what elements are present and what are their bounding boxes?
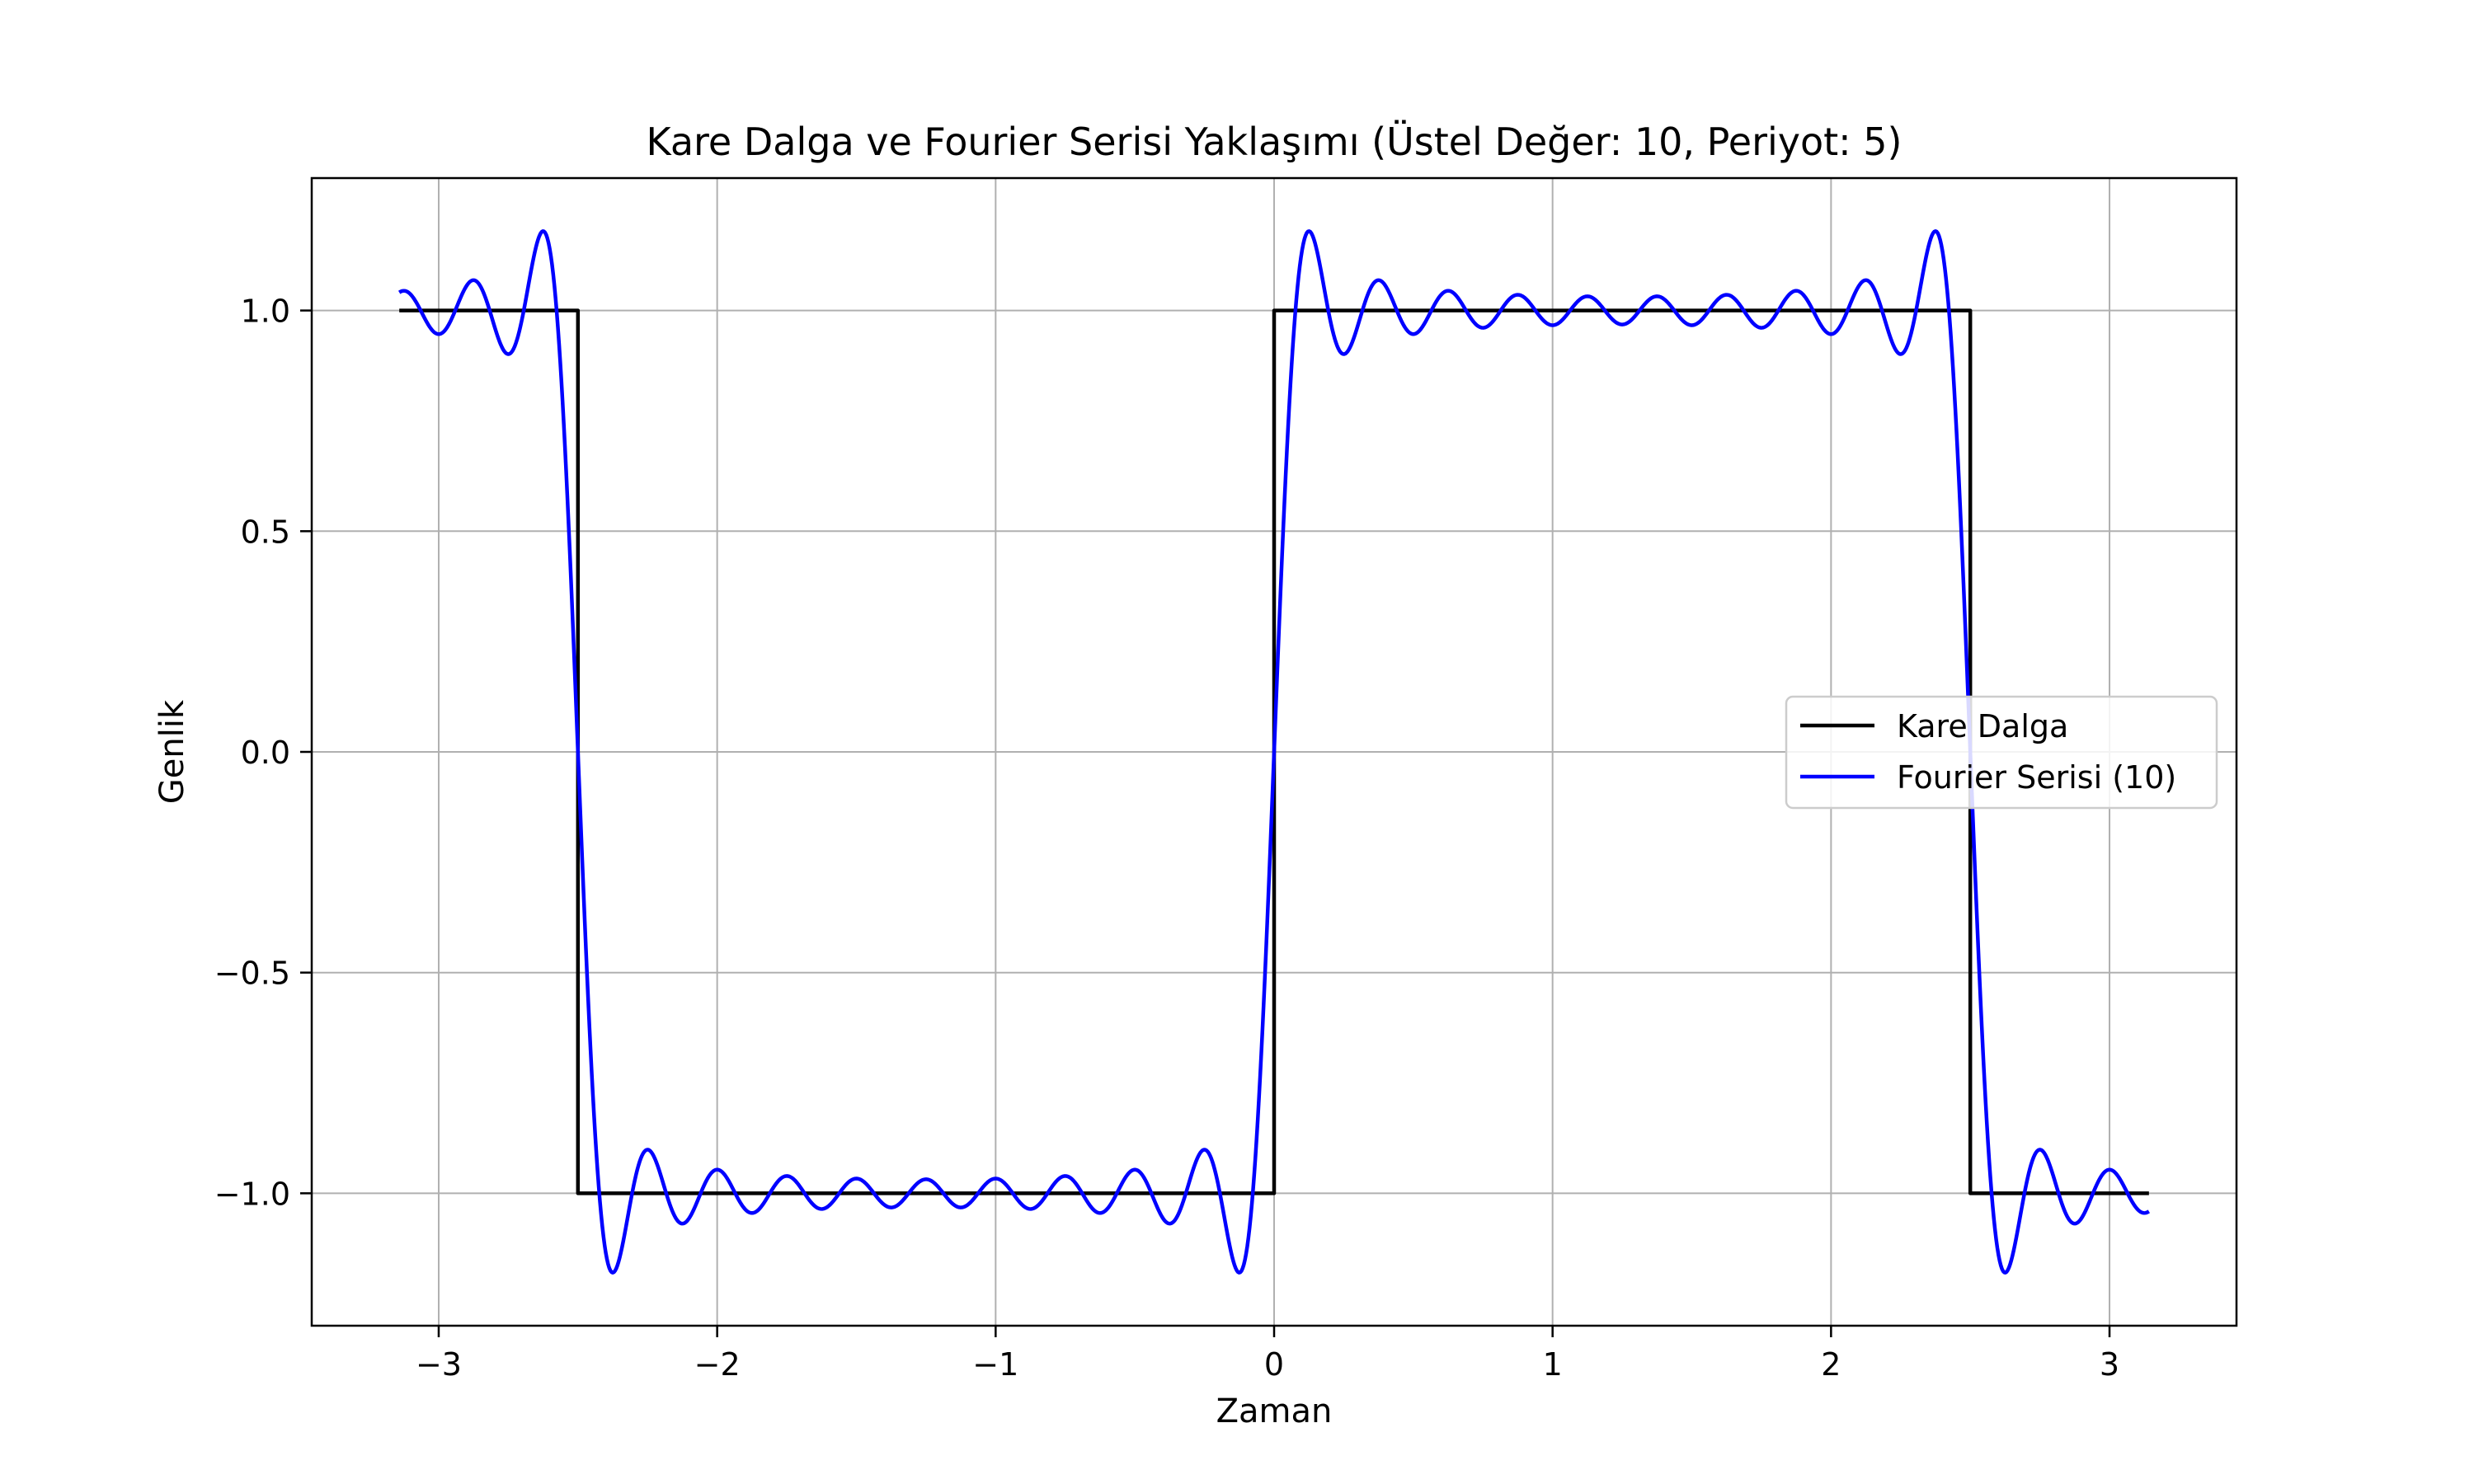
legend-box <box>1785 695 2218 810</box>
y-tick-label: −0.5 <box>214 956 290 992</box>
x-tick-label: −1 <box>972 1346 1018 1383</box>
x-tick-label: 3 <box>2100 1346 2119 1383</box>
x-tick-label: 1 <box>1543 1346 1563 1383</box>
x-tick-label: 0 <box>1264 1346 1284 1383</box>
y-tick-label: 0.0 <box>241 735 290 771</box>
series-line-fourier-serisi <box>397 229 2151 1275</box>
y-tick-label: 0.5 <box>241 514 290 550</box>
ticks: −3 −2 −1 0 1 2 3 −1.0 −0.5 0.0 0.5 1.0 <box>214 294 2119 1383</box>
series-layer <box>397 229 2151 1275</box>
y-tick-label: −1.0 <box>214 1176 290 1212</box>
chart-title: Kare Dalga ve Fourier Serisi Yaklaşımı (… <box>646 120 1902 164</box>
x-tick-label: 2 <box>1821 1346 1841 1383</box>
x-tick-label: −2 <box>694 1346 741 1383</box>
y-tick-label: 1.0 <box>241 294 290 330</box>
legend: Kare Dalga Fourier Serisi (10) <box>1785 695 2218 810</box>
x-axis-label: Zaman <box>1216 1392 1333 1430</box>
y-axis-label: Genlik <box>153 699 191 804</box>
legend-label-kare-dalga: Kare Dalga <box>1897 708 2068 744</box>
legend-label-fourier-serisi: Fourier Serisi (10) <box>1897 759 2176 796</box>
x-tick-label: −3 <box>416 1346 462 1383</box>
